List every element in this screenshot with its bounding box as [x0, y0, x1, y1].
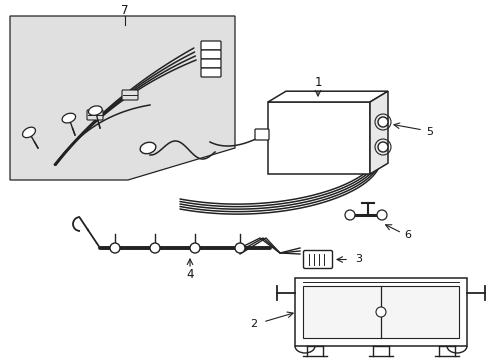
FancyBboxPatch shape: [201, 41, 221, 50]
Circle shape: [377, 117, 387, 127]
Text: 2: 2: [249, 319, 257, 329]
Text: 3: 3: [354, 255, 361, 265]
Ellipse shape: [88, 106, 102, 115]
FancyBboxPatch shape: [201, 68, 221, 77]
FancyBboxPatch shape: [87, 110, 103, 120]
Polygon shape: [267, 91, 387, 102]
FancyBboxPatch shape: [122, 90, 138, 100]
FancyBboxPatch shape: [254, 129, 268, 140]
Circle shape: [235, 243, 244, 253]
FancyBboxPatch shape: [303, 251, 332, 269]
Circle shape: [375, 307, 385, 317]
Circle shape: [110, 243, 120, 253]
FancyBboxPatch shape: [201, 50, 221, 59]
FancyBboxPatch shape: [201, 59, 221, 68]
Polygon shape: [10, 16, 235, 180]
Text: 1: 1: [314, 77, 321, 90]
Circle shape: [345, 210, 354, 220]
Text: 6: 6: [403, 230, 410, 240]
Circle shape: [190, 243, 200, 253]
Circle shape: [377, 142, 387, 152]
Text: 5: 5: [425, 127, 432, 137]
Bar: [294, 278, 466, 346]
Text: 4: 4: [186, 269, 193, 282]
Ellipse shape: [140, 142, 156, 154]
Ellipse shape: [22, 127, 36, 138]
Circle shape: [376, 210, 386, 220]
Bar: [267, 102, 369, 174]
Bar: [303, 286, 458, 338]
Text: 7: 7: [121, 4, 128, 17]
Ellipse shape: [62, 113, 76, 123]
Circle shape: [150, 243, 160, 253]
Polygon shape: [369, 91, 387, 174]
